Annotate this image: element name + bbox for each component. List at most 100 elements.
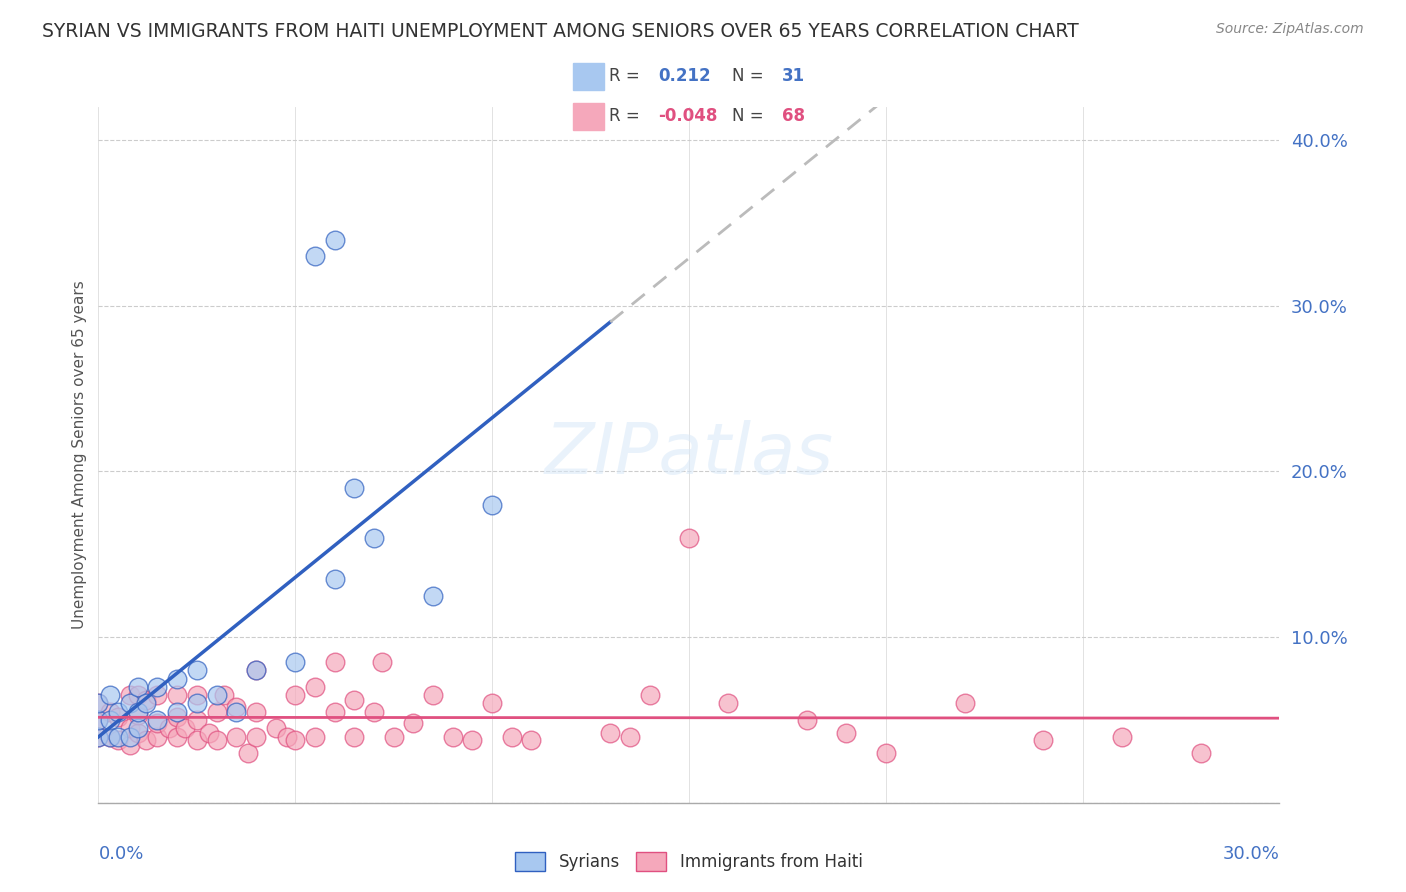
Point <box>363 705 385 719</box>
Point <box>205 688 228 702</box>
Point <box>87 713 110 727</box>
Point <box>875 746 897 760</box>
Point <box>107 730 129 744</box>
Point <box>118 738 141 752</box>
Point <box>118 721 141 735</box>
Point <box>245 663 267 677</box>
Point <box>186 732 208 747</box>
Point <box>205 732 228 747</box>
Point <box>323 705 346 719</box>
Text: 0.0%: 0.0% <box>98 845 143 863</box>
Text: 31: 31 <box>782 68 804 86</box>
Point <box>323 233 346 247</box>
Point <box>225 730 247 744</box>
Point <box>127 708 149 723</box>
Point <box>304 249 326 263</box>
Point <box>599 726 621 740</box>
Point <box>87 697 110 711</box>
Point <box>174 721 197 735</box>
Point <box>107 705 129 719</box>
Point <box>717 697 740 711</box>
Point <box>135 697 157 711</box>
Point <box>98 730 121 744</box>
Point <box>127 721 149 735</box>
Point <box>245 663 267 677</box>
Point <box>323 655 346 669</box>
Bar <box>574 103 603 130</box>
Point <box>118 697 141 711</box>
Point <box>98 713 121 727</box>
Text: Source: ZipAtlas.com: Source: ZipAtlas.com <box>1216 22 1364 37</box>
Point <box>127 726 149 740</box>
Point <box>1111 730 1133 744</box>
Point <box>87 713 110 727</box>
Point <box>166 672 188 686</box>
Point <box>98 730 121 744</box>
Point <box>264 721 287 735</box>
Point <box>87 697 110 711</box>
Point <box>166 709 188 723</box>
Point <box>678 531 700 545</box>
Point <box>363 531 385 545</box>
Point <box>225 705 247 719</box>
Point <box>284 688 307 702</box>
Point <box>236 746 259 760</box>
Point <box>441 730 464 744</box>
Point <box>953 697 976 711</box>
Point <box>422 688 444 702</box>
Point <box>118 688 141 702</box>
Point <box>245 730 267 744</box>
Point <box>402 716 425 731</box>
Point <box>304 680 326 694</box>
Point <box>245 705 267 719</box>
Point <box>135 732 157 747</box>
Text: SYRIAN VS IMMIGRANTS FROM HAITI UNEMPLOYMENT AMONG SENIORS OVER 65 YEARS CORRELA: SYRIAN VS IMMIGRANTS FROM HAITI UNEMPLOY… <box>42 22 1078 41</box>
Point <box>284 655 307 669</box>
Text: R =: R = <box>609 68 640 86</box>
Y-axis label: Unemployment Among Seniors over 65 years: Unemployment Among Seniors over 65 years <box>72 281 87 629</box>
Point <box>481 697 503 711</box>
Point <box>186 713 208 727</box>
Point <box>835 726 858 740</box>
Point <box>1032 732 1054 747</box>
Point <box>107 709 129 723</box>
Point <box>166 705 188 719</box>
Point <box>157 721 180 735</box>
Point <box>166 730 188 744</box>
Point <box>619 730 641 744</box>
Point <box>186 663 208 677</box>
Point <box>146 713 169 727</box>
Point <box>461 732 484 747</box>
Point <box>87 730 110 744</box>
Point <box>276 730 298 744</box>
Point <box>343 693 366 707</box>
Point <box>98 705 121 719</box>
Point <box>225 699 247 714</box>
Point <box>481 498 503 512</box>
Point <box>796 713 818 727</box>
Point <box>1189 746 1212 760</box>
Text: -0.048: -0.048 <box>658 107 717 125</box>
Point <box>98 688 121 702</box>
Point <box>107 732 129 747</box>
Point <box>135 693 157 707</box>
Bar <box>574 62 603 90</box>
Text: 30.0%: 30.0% <box>1223 845 1279 863</box>
Point <box>371 655 394 669</box>
Text: 0.212: 0.212 <box>658 68 711 86</box>
Point <box>186 688 208 702</box>
Point <box>304 730 326 744</box>
Point <box>197 726 219 740</box>
Point <box>166 688 188 702</box>
Text: ZIPatlas: ZIPatlas <box>544 420 834 490</box>
Point <box>343 481 366 495</box>
Point <box>343 730 366 744</box>
Point <box>382 730 405 744</box>
Text: 68: 68 <box>782 107 804 125</box>
Text: N =: N = <box>733 107 763 125</box>
Point <box>501 730 523 744</box>
Point <box>638 688 661 702</box>
Point <box>87 730 110 744</box>
Legend: Syrians, Immigrants from Haiti: Syrians, Immigrants from Haiti <box>509 846 869 878</box>
Point <box>146 680 169 694</box>
